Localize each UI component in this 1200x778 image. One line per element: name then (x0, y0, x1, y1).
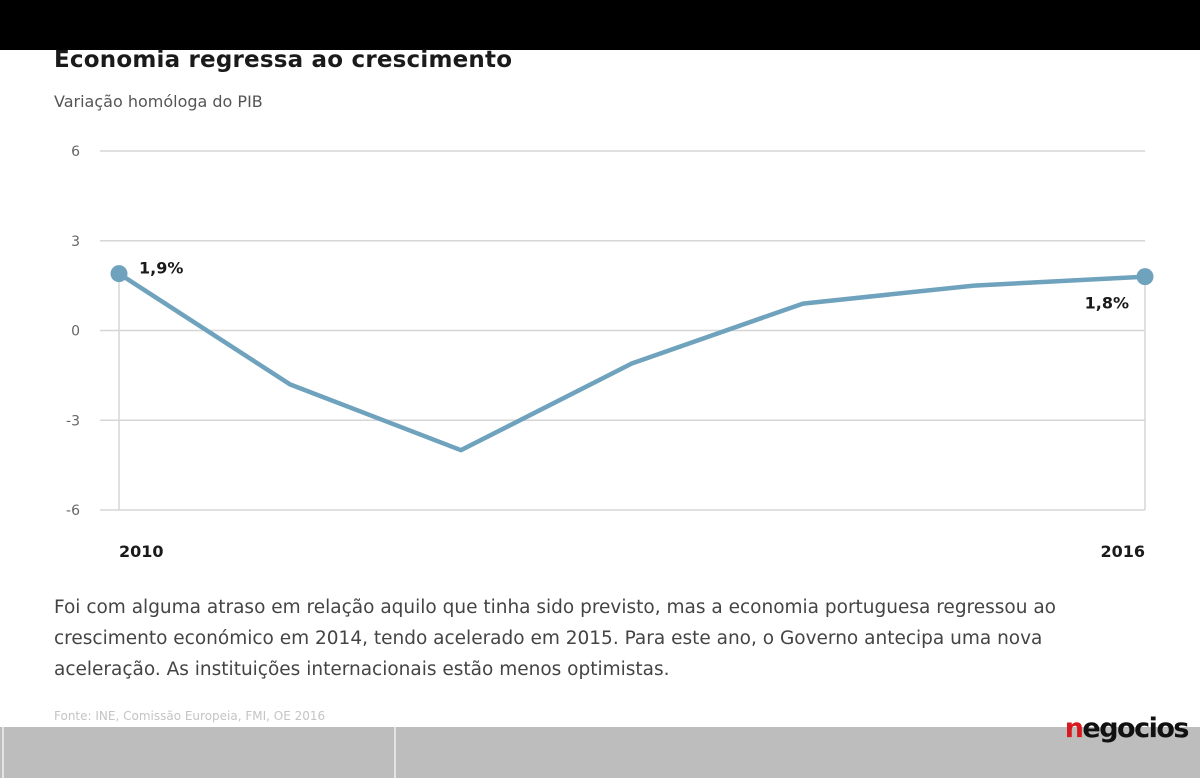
y-tick-label: -6 (66, 503, 80, 519)
x-tick-label: 2016 (1100, 542, 1145, 561)
line-chart: 6 3 0 -3 -6 1,9% 1,8% 2010 2016 (66, 144, 1154, 561)
y-tick-label: 6 (71, 144, 80, 160)
top-bar (0, 0, 1200, 50)
bottom-bar-divider-left (2, 727, 4, 778)
data-label-2010: 1,9% (139, 259, 183, 278)
chart-description: Foi com alguma atraso em relação aquilo … (54, 597, 1056, 680)
source-note: Fonte: INE, Comissão Europeia, FMI, OE 2… (54, 709, 326, 723)
data-point-2010 (110, 265, 128, 283)
chart-title: Economia regressa ao crescimento (54, 47, 513, 73)
chart-subtitle: Variação homóloga do PIB (54, 92, 263, 111)
x-tick-label: 2010 (119, 542, 164, 561)
y-tick-label: -3 (66, 413, 80, 429)
series-line (116, 271, 1148, 453)
y-tick-label: 3 (71, 234, 80, 250)
bottom-bar (0, 727, 1200, 778)
bottom-bar-divider (394, 727, 396, 778)
negocios-logo[interactable]: negocios (1064, 713, 1190, 744)
data-point-2016 (1136, 268, 1154, 286)
logo-accent: n (1064, 713, 1084, 744)
logo-text: egocios (1082, 713, 1189, 744)
data-label-2016: 1,8% (1085, 294, 1129, 313)
y-tick-label: 0 (71, 324, 80, 340)
